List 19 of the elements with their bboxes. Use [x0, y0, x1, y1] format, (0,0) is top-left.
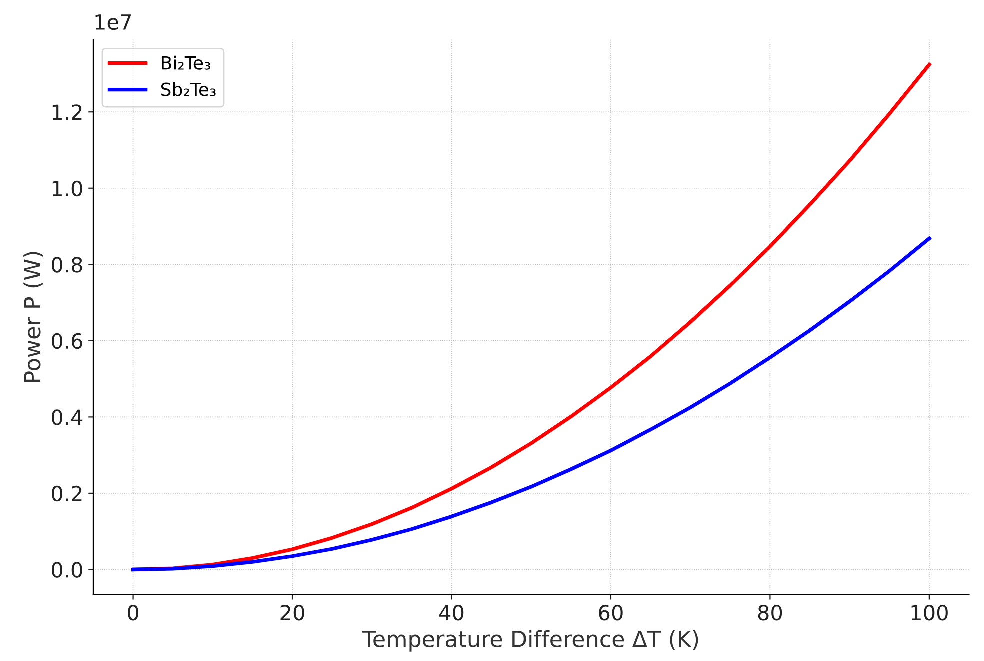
y-tick-label: 0.4 [52, 410, 83, 426]
y-tick-label: 0.2 [52, 486, 82, 502]
y-tick-label: 1.0 [52, 180, 82, 197]
x-tick-label: 80 [758, 604, 782, 621]
x-tick-label: 40 [440, 604, 464, 621]
x-tick-label: 20 [280, 604, 304, 621]
y-tick-label: 0.8 [52, 257, 82, 273]
x-tick-label: 60 [599, 604, 623, 621]
x-tick-label: 0 [128, 604, 139, 621]
y-axis-title: Power P (W) [24, 252, 44, 382]
text: 1e7 [96, 14, 132, 30]
y-tick-label: 0.0 [52, 562, 82, 578]
legend-label: Sb₂Te₃ [161, 82, 216, 96]
line-series [131, 236, 932, 572]
x-axis-title: Temperature Difference ΔT (K) [362, 630, 698, 652]
y-tick-label: 1.2 [52, 104, 82, 120]
y-tick-label: 0.6 [52, 333, 82, 350]
legend-label: Bi₂Te₃ [162, 56, 210, 70]
x-tick-label: 100 [912, 604, 948, 621]
